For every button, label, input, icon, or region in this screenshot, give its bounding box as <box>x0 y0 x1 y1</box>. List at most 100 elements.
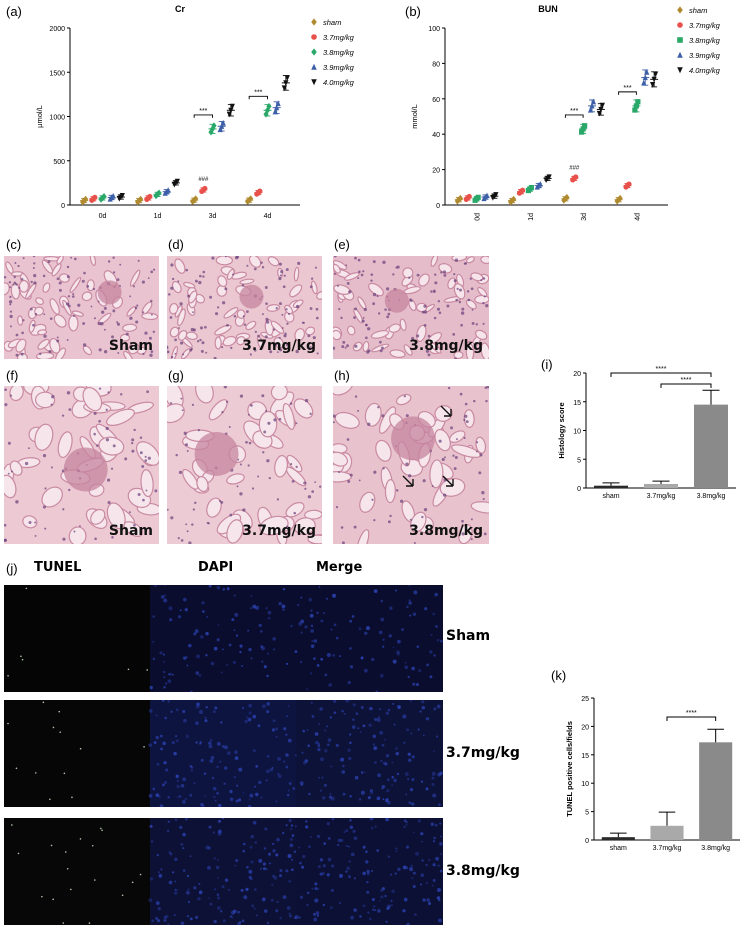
data-point-group <box>208 122 217 136</box>
data-point <box>650 82 656 88</box>
y-tick-label: 100 <box>428 26 440 33</box>
data-point-group <box>272 100 281 115</box>
panel-letter-k: (k) <box>551 668 567 683</box>
significance-bracket <box>193 114 213 118</box>
panel-letter-h: (h) <box>334 368 350 383</box>
data-point <box>283 80 289 86</box>
y-tick-label: 20 <box>573 371 581 378</box>
y-tick-label: 5 <box>585 810 589 817</box>
data-point-group <box>614 194 623 205</box>
data-point-group <box>245 195 254 206</box>
data-point <box>589 102 595 109</box>
histology-image-e: 3.8mg/kg <box>333 256 489 359</box>
bar <box>644 483 678 488</box>
data-point <box>580 126 586 132</box>
legend-label: 3.9mg/kg <box>689 51 721 60</box>
y-tick-label: 2000 <box>49 26 65 33</box>
data-point <box>110 192 116 199</box>
data-point <box>154 190 161 198</box>
data-point <box>311 34 317 40</box>
data-point <box>208 128 214 136</box>
chart-title: Cr <box>175 4 185 14</box>
he-stain-texture <box>4 256 159 359</box>
arrow-icon <box>442 475 454 487</box>
bar <box>699 742 733 840</box>
data-point <box>284 75 290 81</box>
data-point-group <box>281 75 290 92</box>
legend-label: 3.9mg/kg <box>323 63 355 72</box>
data-point-group <box>490 192 499 201</box>
legend-label: 4.0mg/kg <box>689 66 721 75</box>
panel-letter-f: (f) <box>6 368 19 383</box>
bar <box>694 404 728 488</box>
data-point-group <box>623 181 632 190</box>
panel-letter-e: (e) <box>334 237 350 252</box>
legend-label: sham <box>323 18 341 27</box>
histology-image-g: 3.7mg/kg <box>167 386 322 544</box>
significance-annotation: ### <box>198 177 209 183</box>
data-point <box>511 195 517 203</box>
data-point <box>138 195 144 203</box>
data-point <box>493 192 499 198</box>
data-point <box>519 187 526 193</box>
histology-label-e: 3.8mg/kg <box>409 338 483 354</box>
panel-letter-g: (g) <box>168 368 184 383</box>
x-tick-label: 3.8mg/kg <box>701 845 730 852</box>
data-point-group <box>80 195 89 206</box>
data-point <box>537 180 543 187</box>
data-point <box>651 76 657 83</box>
chart-cr: Cr 0 500 1000 1500 2000 μmol/L 0d 1d 3d 4d *** *** ##… <box>35 4 355 220</box>
data-point <box>156 189 162 197</box>
data-point <box>98 196 104 203</box>
data-point-group <box>508 195 517 206</box>
data-point <box>101 193 107 200</box>
x-tick-label: sham <box>602 493 619 500</box>
data-point <box>475 194 481 200</box>
data-point <box>466 193 472 200</box>
data-point <box>226 111 232 118</box>
data-point-group <box>463 193 472 203</box>
data-point-group <box>525 184 534 194</box>
data-point <box>272 108 278 115</box>
x-tick-label: sham <box>610 845 627 852</box>
data-point-group <box>650 71 659 88</box>
data-point-group <box>217 119 226 133</box>
data-point <box>257 188 263 194</box>
row-label-38: 3.8mg/kg <box>446 863 520 879</box>
y-tick-label: 0 <box>585 838 589 845</box>
data-point-group <box>481 192 490 202</box>
bar <box>594 485 628 488</box>
arrow-icon <box>440 405 452 417</box>
y-tick-label: 80 <box>432 61 440 68</box>
data-point-group <box>107 192 116 202</box>
y-axis-label: TUNEL positive cells/fields <box>565 721 574 817</box>
data-point <box>596 110 602 117</box>
data-point <box>528 184 534 191</box>
y-axis-label: mmol/L <box>410 104 419 129</box>
column-header-merge: Merge <box>316 560 363 575</box>
data-point-group <box>171 178 180 188</box>
data-point-group <box>596 102 605 117</box>
data-point <box>211 122 217 130</box>
x-tick-label: 3.7mg/kg <box>653 845 682 852</box>
data-point <box>229 103 235 110</box>
data-point <box>644 69 650 75</box>
data-point <box>153 192 159 200</box>
data-point <box>274 104 280 111</box>
fluorescence-image <box>4 818 443 925</box>
data-point-group <box>144 193 153 203</box>
y-axis-label: μmol/L <box>35 105 44 128</box>
y-tick-label: 40 <box>432 132 440 139</box>
data-point-group <box>641 69 650 86</box>
data-point-group <box>454 194 463 205</box>
tunel-row-sham <box>4 585 443 692</box>
y-tick-label: 1000 <box>49 115 65 122</box>
panel-letter-j: (j) <box>6 561 18 576</box>
y-tick-label: 500 <box>53 159 65 166</box>
y-tick-label: 20 <box>432 168 440 175</box>
data-point <box>633 103 639 109</box>
fluorescence-image <box>4 585 443 692</box>
data-point <box>92 194 98 200</box>
y-tick-label: 0 <box>61 203 65 210</box>
histology-label-d: 3.7mg/kg <box>242 338 316 354</box>
